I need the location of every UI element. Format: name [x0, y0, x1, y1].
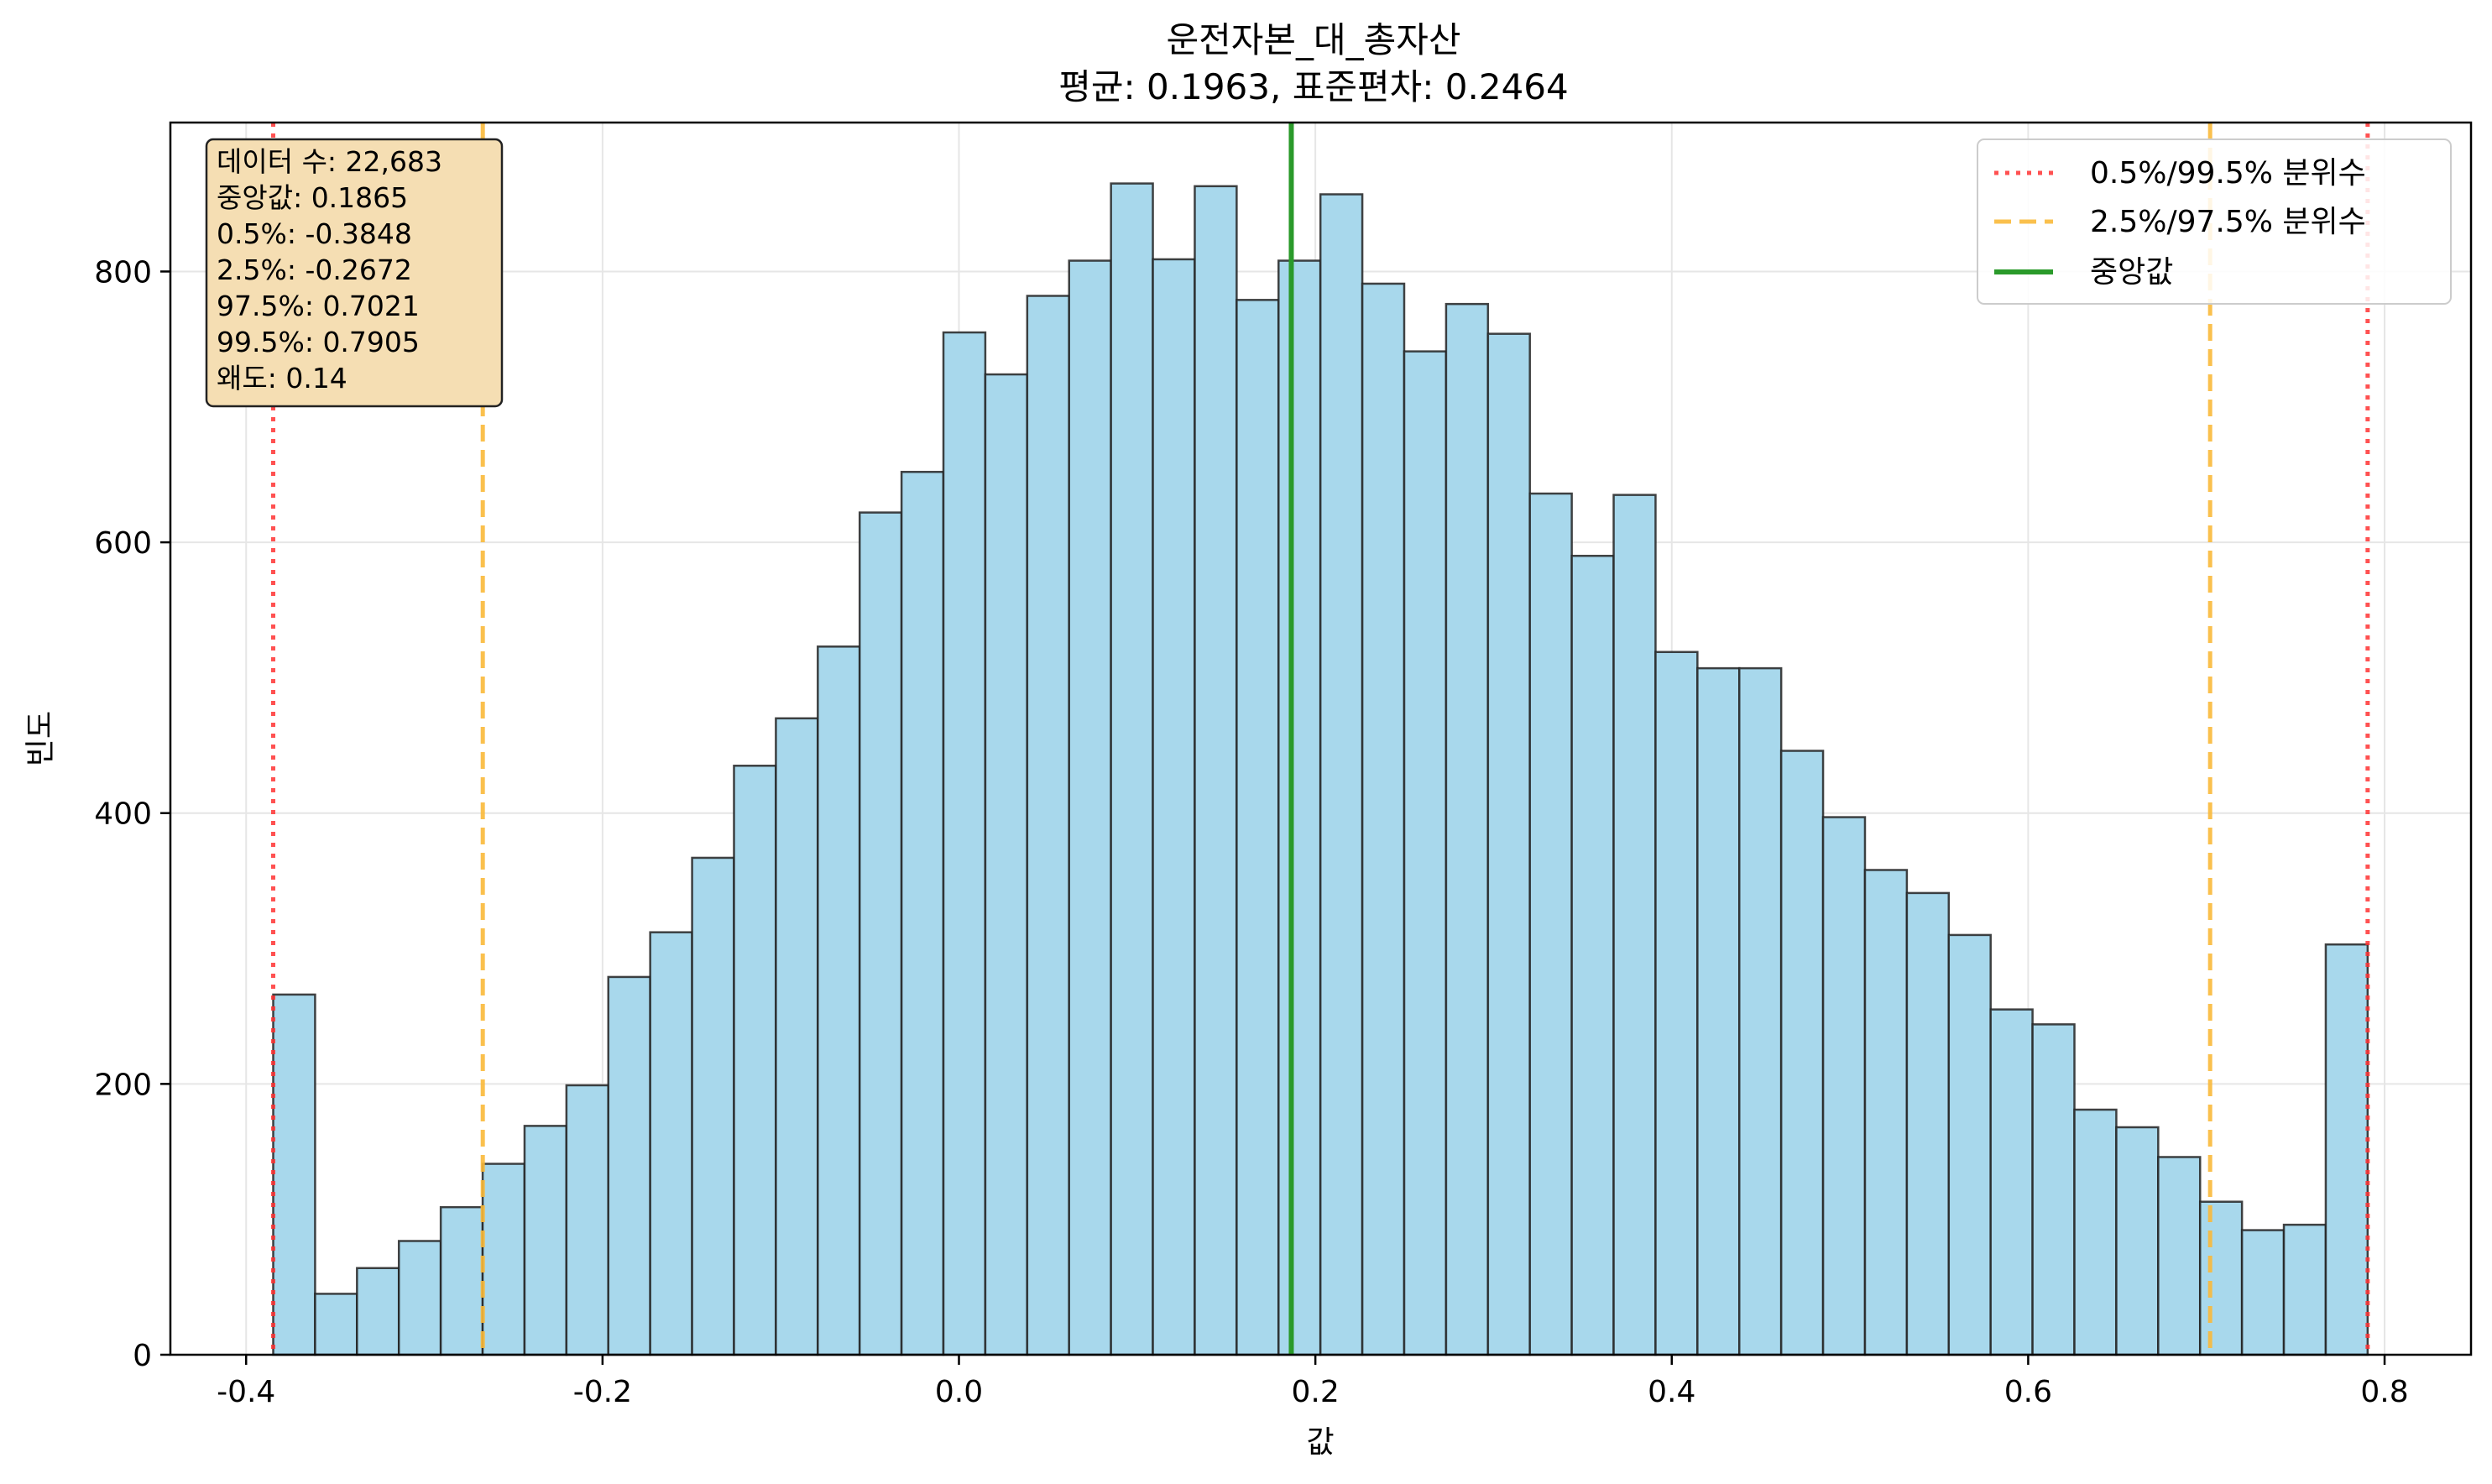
histogram-bar — [1570, 554, 1615, 1356]
x-tick-label: 0.8 — [2360, 1375, 2408, 1409]
histogram-bar — [1194, 185, 1238, 1356]
histogram-bar — [2157, 1156, 2202, 1356]
chart-subtitle: 평균: 0.1963, 표준편차: 0.2464 — [1058, 66, 1568, 107]
histogram-bar — [858, 511, 903, 1356]
legend-label: 0.5%/99.5% 분위수 — [2090, 156, 2366, 191]
stats-box-background — [205, 138, 504, 408]
histogram-bar — [2115, 1126, 2160, 1356]
legend-frame — [1977, 138, 2452, 305]
histogram-bar — [1110, 182, 1154, 1356]
histogram-bar — [1445, 302, 1490, 1356]
histogram-bar — [1319, 193, 1364, 1356]
stats-line: 99.5%: 0.7905 — [217, 326, 420, 358]
histogram-bar — [2240, 1229, 2286, 1356]
histogram-bar — [691, 856, 735, 1356]
histogram-bar — [1779, 750, 1825, 1356]
histogram-bar — [565, 1084, 610, 1356]
histogram-bar — [2198, 1200, 2244, 1356]
histogram-bars — [272, 182, 2369, 1356]
histogram-bar — [942, 331, 987, 1356]
histogram-bar — [397, 1240, 442, 1356]
histogram-bar — [2324, 943, 2369, 1356]
histogram-bar — [314, 1293, 358, 1356]
y-axis-ticks: 0 200 400 600 800 — [94, 255, 170, 1373]
histogram-bar — [523, 1125, 568, 1356]
histogram-bar — [1947, 933, 1992, 1356]
histogram-bar — [1528, 492, 1573, 1356]
x-axis-label: 값 — [1306, 1425, 1334, 1460]
y-axis-label: 빈도 — [24, 711, 58, 766]
x-tick-label: 0.2 — [1291, 1375, 1339, 1409]
histogram-bar — [1361, 282, 1406, 1356]
stats-box: 데이터 수: 22,683 중앙값: 0.1865 0.5%: -0.3848 … — [205, 138, 504, 408]
stats-line: 0.5%: -0.3848 — [217, 217, 412, 250]
histogram-bar — [817, 645, 861, 1356]
histogram-bar — [1863, 869, 1909, 1356]
y-tick-label: 800 — [94, 255, 152, 290]
y-tick-label: 0 — [133, 1339, 152, 1373]
stats-line: 중앙값: 0.1865 — [217, 181, 408, 214]
legend: 0.5%/99.5% 분위수 2.5%/97.5% 분위수 중앙값 — [1977, 138, 2452, 305]
histogram-bar — [1696, 666, 1741, 1356]
histogram-bar — [984, 373, 1029, 1356]
stats-line: 2.5%: -0.2672 — [217, 253, 412, 286]
histogram-bar — [1654, 651, 1699, 1356]
y-tick-label: 200 — [94, 1068, 152, 1102]
x-tick-label: 0.6 — [2004, 1375, 2052, 1409]
histogram-bar — [649, 931, 693, 1356]
histogram-bar — [272, 993, 316, 1356]
plot-area-frame — [169, 121, 2473, 1356]
histogram-bar — [775, 717, 819, 1356]
histogram-bar — [1738, 666, 1783, 1356]
legend-label: 중앙값 — [2090, 255, 2173, 290]
histogram-bar — [1026, 295, 1070, 1356]
histogram-bar — [2073, 1108, 2118, 1356]
histogram-bar — [1486, 332, 1531, 1356]
x-tick-label: 0.0 — [935, 1375, 983, 1409]
histogram-bar — [900, 470, 945, 1356]
x-tick-label: 0.4 — [1648, 1375, 1695, 1409]
histogram-bar — [2031, 1023, 2076, 1356]
histogram-bar — [1277, 259, 1322, 1356]
stats-line: 데이터 수: 22,683 — [217, 145, 442, 178]
stats-line: 97.5%: 0.7021 — [217, 290, 420, 322]
legend-label: 2.5%/97.5% 분위수 — [2090, 205, 2366, 239]
histogram-bar — [2282, 1223, 2327, 1356]
histogram-bar — [1905, 891, 1951, 1356]
histogram-bar — [1068, 259, 1112, 1356]
x-tick-label: -0.2 — [573, 1375, 632, 1409]
chart-title: 운전자본_대_총자산 — [1166, 19, 1460, 60]
histogram-bar — [1612, 494, 1657, 1356]
x-tick-label: -0.4 — [217, 1375, 275, 1409]
histogram-bar — [1821, 816, 1867, 1356]
histogram-bar — [733, 765, 777, 1356]
x-axis-ticks: -0.4 -0.2 0.0 0.2 0.4 0.6 0.8 — [217, 1355, 2409, 1409]
histogram-bar — [1989, 1008, 2034, 1356]
stats-line: 왜도: 0.14 — [217, 362, 347, 395]
histogram-bar — [356, 1267, 400, 1356]
histogram-bar — [1236, 299, 1280, 1356]
histogram-bar — [1152, 258, 1196, 1356]
y-tick-label: 400 — [94, 797, 152, 832]
histogram-bar — [439, 1205, 484, 1356]
y-tick-label: 600 — [94, 526, 152, 561]
histogram-bar — [1403, 350, 1448, 1356]
histogram-bar — [607, 975, 651, 1356]
histogram-bar — [481, 1163, 526, 1356]
